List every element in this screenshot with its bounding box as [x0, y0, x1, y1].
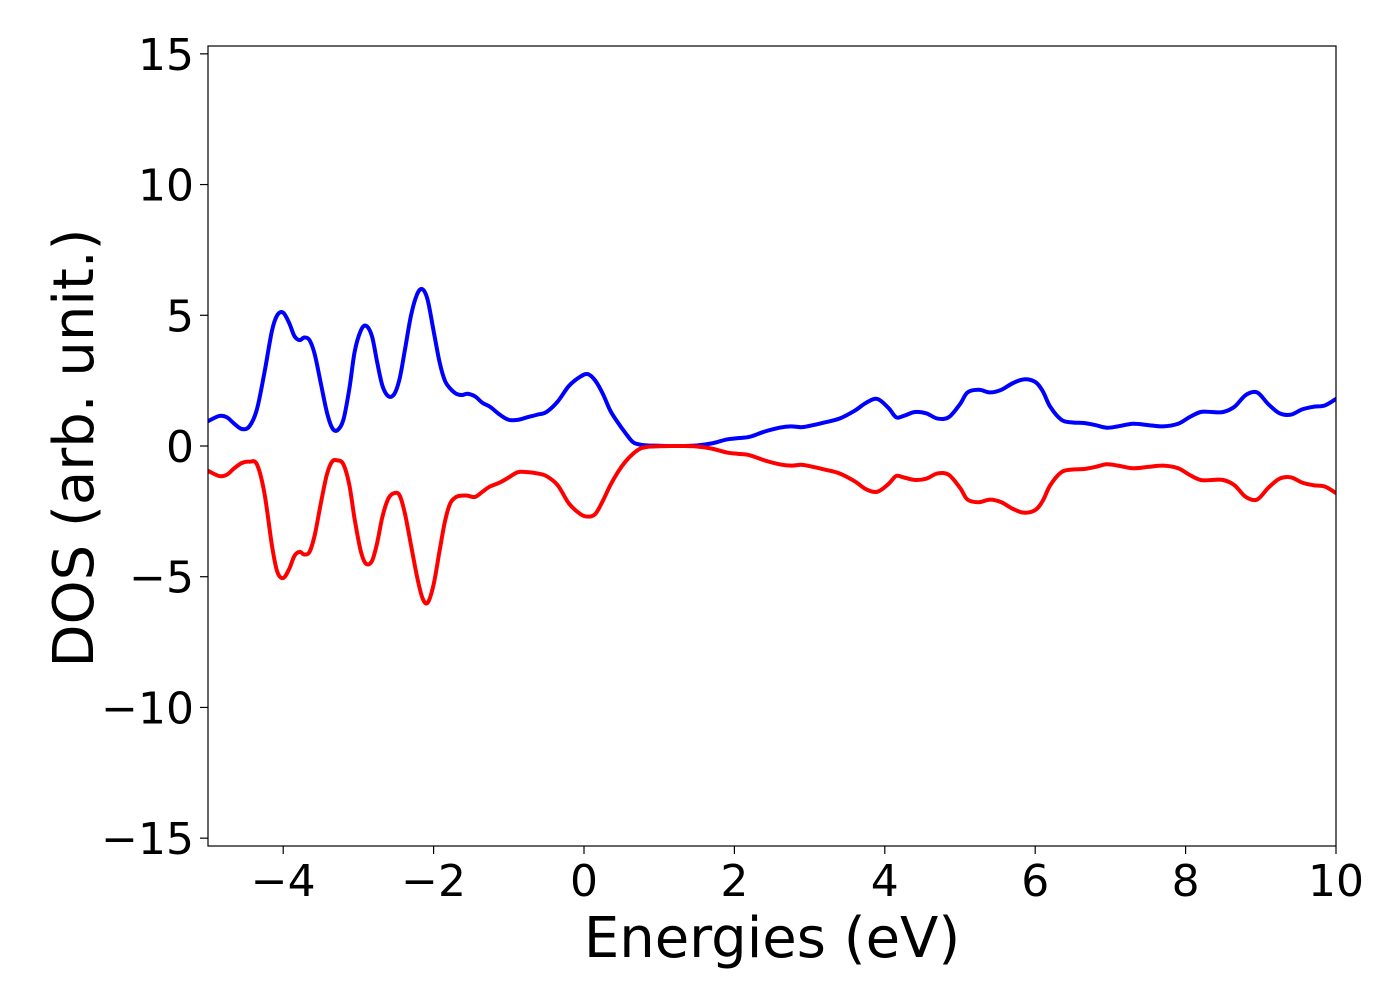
x-tick-label: −2 — [401, 856, 466, 907]
x-tick-label: 6 — [1021, 856, 1049, 907]
y-tick-label: −15 — [101, 814, 194, 865]
x-tick-label: 2 — [720, 856, 748, 907]
y-tick-label: −10 — [101, 683, 194, 734]
y-tick-label: 15 — [138, 30, 194, 81]
x-tick-label: 0 — [570, 856, 598, 907]
y-tick-label: 0 — [166, 422, 194, 473]
x-tick-label: 8 — [1172, 856, 1200, 907]
plot-frame — [207, 45, 1337, 847]
x-tick-label: −4 — [251, 856, 316, 907]
series-layer — [208, 286, 1336, 606]
y-tick-label: −5 — [129, 553, 194, 604]
y-tick-label: 5 — [166, 291, 194, 342]
dos-series-line-red — [208, 443, 1336, 606]
dos-series-line-blue — [208, 286, 1336, 449]
x-axis-label: Energies (eV) — [584, 906, 960, 971]
y-axis-label: DOS (arb. unit.) — [42, 228, 107, 667]
y-tick-label: 10 — [138, 161, 194, 212]
x-tick-label: 10 — [1308, 856, 1364, 907]
ticks-layer: −4 −2 0 2 4 6 8 10 15 10 5 0 −5 −10 −15 — [101, 30, 1364, 907]
x-tick-label: 4 — [871, 856, 899, 907]
